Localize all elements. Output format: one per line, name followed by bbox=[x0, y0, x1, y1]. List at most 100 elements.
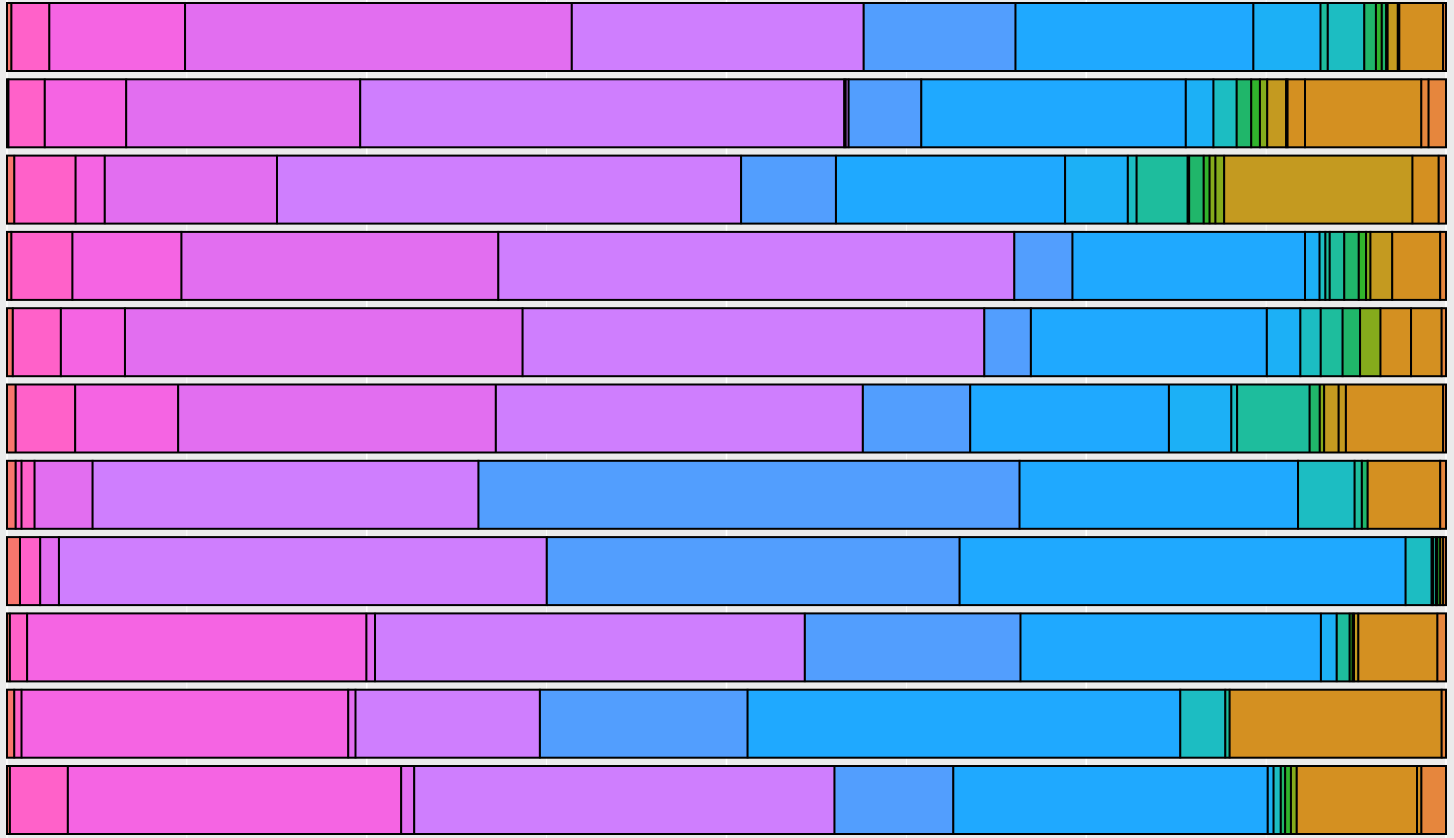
bar-segment bbox=[545, 536, 961, 607]
bar-segment bbox=[1212, 78, 1238, 149]
bar-segment bbox=[10, 2, 51, 72]
bar-segment bbox=[13, 154, 77, 225]
bar-segment bbox=[1299, 307, 1322, 378]
bar-segment bbox=[1439, 459, 1448, 530]
bar-segment bbox=[1427, 78, 1448, 149]
bar-segment bbox=[1018, 459, 1300, 530]
bar-segment bbox=[43, 78, 128, 149]
bar-segment bbox=[8, 612, 29, 683]
bar-segment bbox=[1167, 383, 1233, 454]
bar-segment bbox=[354, 688, 541, 759]
bar-segment bbox=[861, 383, 972, 454]
bar-segment bbox=[1335, 612, 1351, 683]
bar-segment bbox=[413, 765, 836, 835]
bar-segment bbox=[59, 307, 126, 378]
bar-segment bbox=[6, 154, 16, 225]
stacked-bar bbox=[6, 383, 1447, 454]
bar-segment bbox=[1442, 2, 1448, 72]
bar-segment bbox=[177, 383, 497, 454]
bar-segment bbox=[1379, 307, 1413, 378]
bar-segment bbox=[1235, 78, 1253, 149]
bar-segment bbox=[1442, 536, 1447, 607]
bar-segment bbox=[374, 612, 806, 683]
bar-segment bbox=[1437, 154, 1448, 225]
bar-segment bbox=[1029, 307, 1268, 378]
bar-segment bbox=[7, 78, 46, 149]
bar-segment bbox=[125, 78, 362, 149]
bar-segment bbox=[1343, 230, 1360, 301]
bar-segment bbox=[1071, 230, 1307, 301]
bar-segment bbox=[538, 688, 749, 759]
bar-segment bbox=[1304, 230, 1321, 301]
bar-segment bbox=[1236, 383, 1311, 454]
bar-segment bbox=[1391, 230, 1442, 301]
bar-segment bbox=[1266, 78, 1288, 149]
bar-segment bbox=[1328, 230, 1346, 301]
bar-segment bbox=[803, 612, 1022, 683]
bar-segment bbox=[1410, 307, 1443, 378]
bar-segment bbox=[1344, 383, 1445, 454]
bar-segment bbox=[74, 383, 180, 454]
bar-segment bbox=[1265, 307, 1302, 378]
bar-segment bbox=[1272, 765, 1282, 835]
bar-segment bbox=[1179, 688, 1227, 759]
bar-segment bbox=[1337, 383, 1347, 454]
bar-segment bbox=[1357, 612, 1439, 683]
bar-segment bbox=[1357, 230, 1368, 301]
bar-segment bbox=[1019, 612, 1322, 683]
bar-segment bbox=[1295, 765, 1419, 835]
bar-segment bbox=[847, 78, 923, 149]
bar-segment bbox=[1404, 536, 1433, 607]
bar-segment bbox=[1319, 307, 1344, 378]
stacked-bar bbox=[6, 688, 1448, 759]
bar-segment bbox=[20, 688, 350, 759]
bar-segment bbox=[13, 688, 23, 759]
bar-segment bbox=[6, 536, 21, 607]
stacked-bar bbox=[6, 78, 1448, 149]
bar-segment bbox=[359, 78, 846, 149]
bar-segment bbox=[1353, 459, 1363, 530]
bar-segment bbox=[11, 307, 62, 378]
bars-layer bbox=[6, 2, 1448, 835]
bar-segment bbox=[6, 688, 16, 759]
bar-segment bbox=[1420, 765, 1447, 835]
bar-segment bbox=[365, 612, 377, 683]
bar-segment bbox=[958, 536, 1407, 607]
bar-segment bbox=[103, 154, 278, 225]
bar-segment bbox=[1319, 612, 1338, 683]
bar-segment bbox=[1188, 154, 1205, 225]
bar-segment bbox=[1223, 154, 1414, 225]
bar-segment bbox=[71, 230, 183, 301]
bar-segment bbox=[39, 536, 60, 607]
bar-segment bbox=[1369, 230, 1394, 301]
bar-segment bbox=[952, 765, 1269, 835]
bar-segment bbox=[746, 688, 1182, 759]
bar-segment bbox=[1297, 459, 1356, 530]
stacked-bar bbox=[6, 230, 1448, 301]
bar-segment bbox=[1398, 2, 1445, 72]
bar-segment bbox=[1436, 612, 1448, 683]
bar-segment bbox=[91, 459, 480, 530]
bar-segment bbox=[1359, 307, 1382, 378]
bar-segment bbox=[1013, 230, 1074, 301]
bar-segment bbox=[8, 765, 69, 835]
bar-segment bbox=[123, 307, 524, 378]
bar-segment bbox=[6, 459, 17, 530]
bar-segment bbox=[1184, 78, 1215, 149]
bar-segment bbox=[1323, 383, 1340, 454]
bar-segment bbox=[1258, 78, 1269, 149]
bar-segment bbox=[1014, 2, 1255, 72]
stacked-bar bbox=[6, 765, 1447, 835]
bar-segment bbox=[1363, 2, 1377, 72]
bar-segment bbox=[1228, 688, 1443, 759]
bar-segment bbox=[497, 230, 1016, 301]
bar-segment bbox=[477, 459, 1021, 530]
bar-segment bbox=[1319, 2, 1329, 72]
bar-segment bbox=[1214, 154, 1226, 225]
bar-segment bbox=[20, 459, 36, 530]
bar-segment bbox=[1308, 383, 1321, 454]
bar-segment bbox=[834, 154, 1067, 225]
bar-segment bbox=[48, 2, 187, 72]
bar-segment bbox=[1420, 78, 1430, 149]
